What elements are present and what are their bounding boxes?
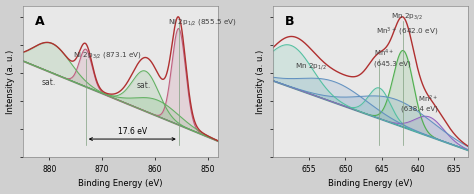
Text: 17.6 eV: 17.6 eV [118, 126, 147, 136]
Text: A: A [35, 15, 44, 28]
Text: sat.: sat. [41, 78, 55, 87]
Text: Mn$^{4+}$
(645.3 eV): Mn$^{4+}$ (645.3 eV) [374, 48, 411, 67]
Y-axis label: Intensity (a. u.): Intensity (a. u.) [255, 49, 264, 113]
Text: Ni 2p$_{1/2}$ (855.5 eV): Ni 2p$_{1/2}$ (855.5 eV) [168, 18, 237, 28]
Text: B: B [285, 15, 294, 28]
Y-axis label: Intensity (a. u.): Intensity (a. u.) [6, 49, 15, 113]
X-axis label: Binding Energy (eV): Binding Energy (eV) [328, 179, 413, 188]
X-axis label: Binding Energy (eV): Binding Energy (eV) [78, 179, 163, 188]
Text: Ni 2p$_{3/2}$ (873.1 eV): Ni 2p$_{3/2}$ (873.1 eV) [73, 51, 142, 61]
Text: Mn$^{2+}$
(638.4 eV): Mn$^{2+}$ (638.4 eV) [401, 94, 438, 112]
Text: Mn 2p$_{3/2}$: Mn 2p$_{3/2}$ [391, 12, 423, 22]
Text: Mn$^{3+}$ (642.0 eV): Mn$^{3+}$ (642.0 eV) [376, 25, 438, 38]
Text: Mn 2p$_{1/2}$: Mn 2p$_{1/2}$ [295, 62, 327, 72]
Text: sat.: sat. [137, 81, 151, 90]
